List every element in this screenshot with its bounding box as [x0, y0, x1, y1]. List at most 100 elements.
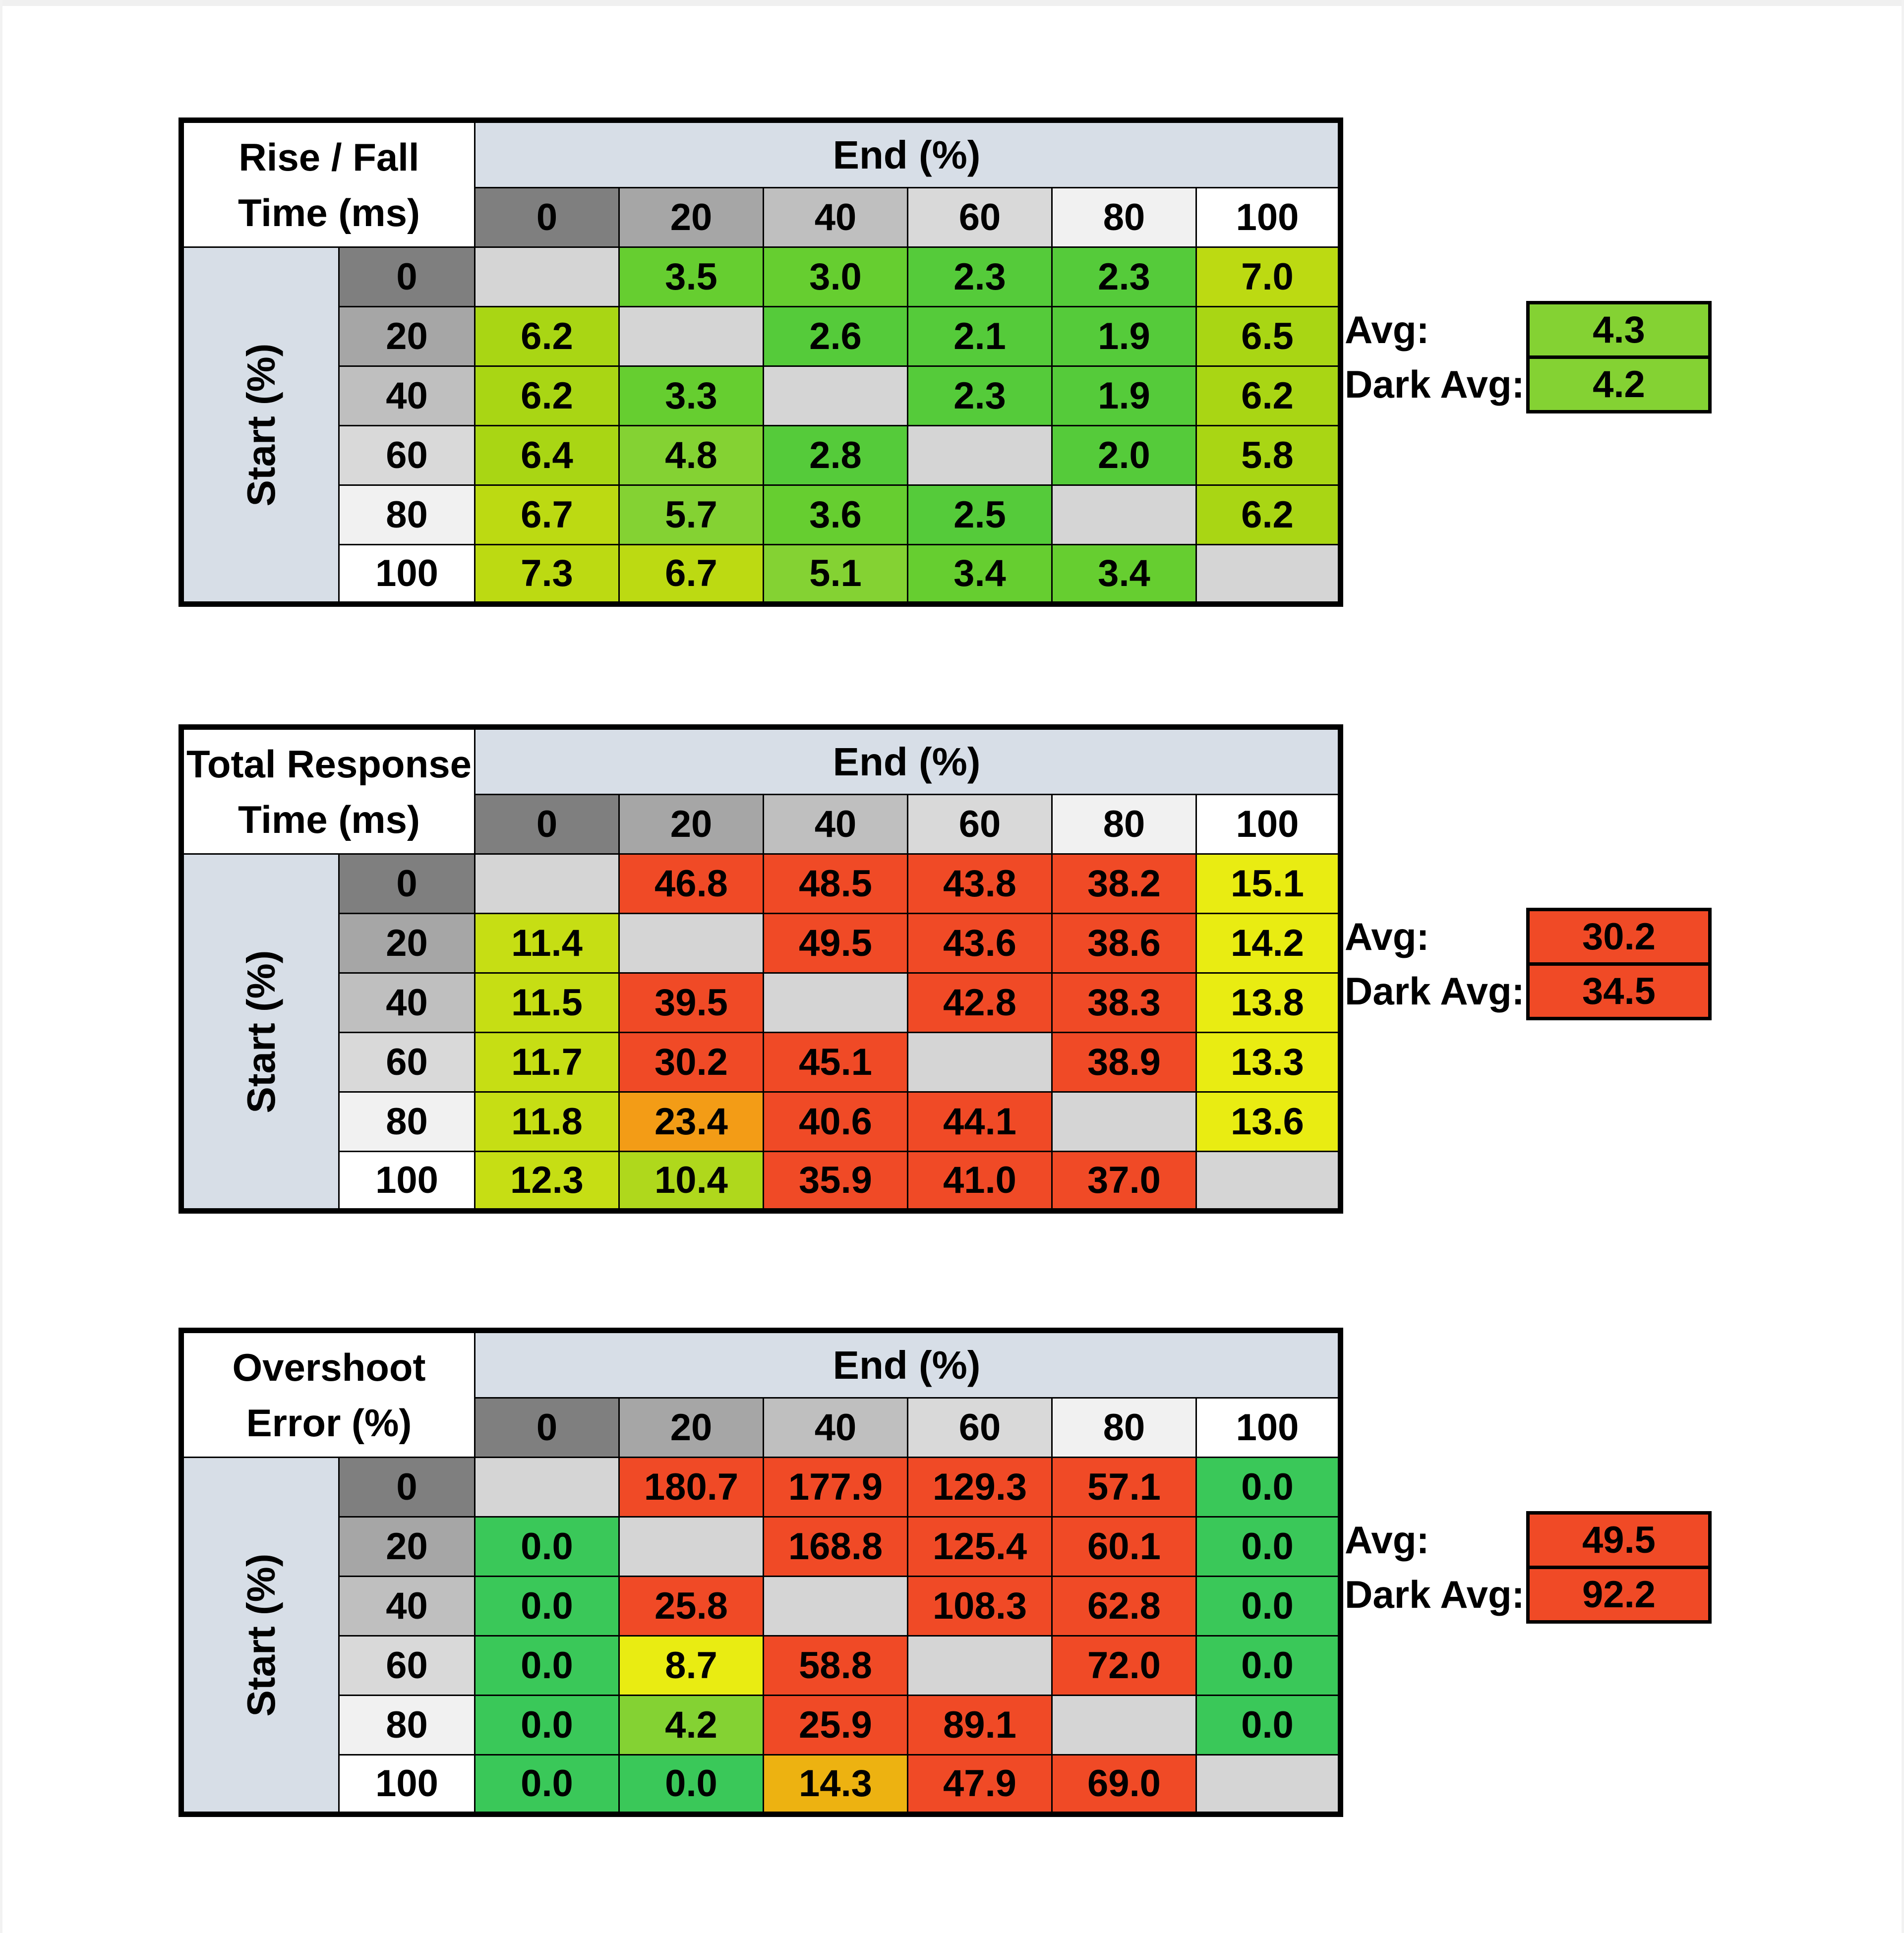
matrix-cell: 72.0 [1051, 1635, 1197, 1696]
start-axis-label-text: Start (%) [238, 343, 283, 506]
matrix-cell: 30.2 [618, 1032, 764, 1093]
end-level-header: 80 [1051, 1397, 1197, 1458]
matrix-diagonal-cell [763, 365, 908, 426]
end-level-header: 80 [1051, 187, 1197, 248]
end-level-header: 60 [907, 794, 1053, 855]
matrix-cell: 6.2 [1195, 484, 1341, 545]
matrix-title-line1: Overshoot [232, 1345, 426, 1389]
matrix-cell: 129.3 [907, 1457, 1053, 1518]
dark-avg-label: Dark Avg: [1345, 969, 1525, 1013]
matrix-cell: 7.0 [1195, 246, 1341, 307]
avg-value: 4.3 [1593, 309, 1645, 351]
matrix-cell: 10.4 [618, 1151, 764, 1212]
matrix-cell: 6.7 [474, 484, 620, 545]
start-level-header: 20 [338, 1516, 476, 1577]
matrix-cell: 2.1 [907, 306, 1053, 367]
matrix-diagonal-cell [1051, 484, 1197, 545]
matrix-cell: 1.9 [1051, 365, 1197, 426]
dark-avg-value: 92.2 [1582, 1574, 1656, 1616]
page-right-edge [1902, 0, 1904, 1933]
matrix-diagonal-cell [907, 425, 1053, 486]
end-level-header: 20 [618, 794, 764, 855]
matrix-cell: 3.4 [1051, 544, 1197, 605]
end-level-header: 80 [1051, 794, 1197, 855]
matrix-title-line1: Total Response [186, 742, 472, 786]
start-axis-label-text: Start (%) [238, 950, 283, 1113]
matrix-cell: 23.4 [618, 1091, 764, 1152]
matrix-cell: 14.3 [763, 1754, 908, 1815]
matrix-cell: 25.8 [618, 1576, 764, 1637]
matrix-diagonal-cell [907, 1032, 1053, 1093]
start-axis-label-text: Start (%) [238, 1553, 283, 1716]
matrix-diagonal-cell [1195, 1754, 1341, 1815]
matrix-diagonal-cell [474, 1457, 620, 1518]
matrix-cell: 6.2 [474, 365, 620, 426]
matrix-cell: 0.0 [474, 1576, 620, 1637]
matrix-cell: 11.5 [474, 972, 620, 1033]
matrix-cell: 38.6 [1051, 913, 1197, 974]
matrix-cell: 3.5 [618, 246, 764, 307]
matrix-cell: 49.5 [763, 913, 908, 974]
matrix-cell: 41.0 [907, 1151, 1053, 1212]
matrix-diagonal-cell [474, 853, 620, 914]
matrix-cell: 0.0 [618, 1754, 764, 1815]
matrix-cell: 42.8 [907, 972, 1053, 1033]
matrix-title: Overshoot Error (%) [180, 1330, 476, 1458]
rise-fall-matrix: Rise / Fall Time (ms) End (%) 0 20 40 60 80 100 S… [178, 117, 1343, 607]
matrix-cell: 38.3 [1051, 972, 1197, 1033]
end-level-header: 100 [1195, 1397, 1341, 1458]
start-level-header: 20 [338, 913, 476, 974]
matrix-cell: 6.7 [618, 544, 764, 605]
rise-fall-averages: Avg: 4.3 Dark Avg: 4.2 [1345, 301, 1722, 420]
overshoot-averages: Avg: 49.5 Dark Avg: 92.2 [1345, 1511, 1722, 1630]
matrix-cell: 58.8 [763, 1635, 908, 1696]
matrix-cell: 11.7 [474, 1032, 620, 1093]
matrix-cell: 108.3 [907, 1576, 1053, 1637]
matrix-cell: 3.0 [763, 246, 908, 307]
matrix-cell: 0.0 [474, 1754, 620, 1815]
start-level-header: 80 [338, 484, 476, 545]
response-matrix-table: Rise / Fall Time (ms) End (%) 0 20 40 60 80 100 S… [178, 117, 1343, 607]
matrix-cell: 6.4 [474, 425, 620, 486]
matrix-cell: 6.2 [1195, 365, 1341, 426]
start-level-header: 0 [338, 853, 476, 914]
end-level-header: 0 [474, 794, 620, 855]
matrix-diagonal-cell [1195, 1151, 1341, 1212]
matrix-cell: 3.6 [763, 484, 908, 545]
matrix-cell: 25.9 [763, 1695, 908, 1756]
end-level-header: 100 [1195, 794, 1341, 855]
end-level-header: 40 [763, 1397, 908, 1458]
matrix-cell: 11.8 [474, 1091, 620, 1152]
end-axis-header: End (%) [474, 726, 1341, 795]
dark-avg-label: Dark Avg: [1345, 1573, 1525, 1616]
overshoot-matrix: Overshoot Error (%) End (%) 0 20 40 60 80 100 Sta… [178, 1328, 1343, 1817]
start-level-header: 80 [338, 1695, 476, 1756]
start-level-header: 0 [338, 246, 476, 307]
matrix-cell: 2.3 [1051, 246, 1197, 307]
total-response-averages: Avg: 30.2 Dark Avg: 34.5 [1345, 908, 1722, 1027]
matrix-cell: 45.1 [763, 1032, 908, 1093]
matrix-cell: 1.9 [1051, 306, 1197, 367]
matrix-cell: 125.4 [907, 1516, 1053, 1577]
matrix-cell: 2.3 [907, 246, 1053, 307]
matrix-cell: 4.2 [618, 1695, 764, 1756]
matrix-cell: 180.7 [618, 1457, 764, 1518]
matrix-cell: 4.8 [618, 425, 764, 486]
matrix-cell: 0.0 [1195, 1457, 1341, 1518]
matrix-diagonal-cell [763, 972, 908, 1033]
matrix-cell: 2.6 [763, 306, 908, 367]
matrix-cell: 39.5 [618, 972, 764, 1033]
page-left-edge [0, 0, 2, 1933]
matrix-diagonal-cell [618, 1516, 764, 1577]
avg-value-box: 4.3 [1526, 301, 1712, 359]
matrix-cell: 0.0 [474, 1695, 620, 1756]
end-level-header: 60 [907, 187, 1053, 248]
matrix-cell: 43.8 [907, 853, 1053, 914]
matrix-cell: 44.1 [907, 1091, 1053, 1152]
matrix-title: Rise / Fall Time (ms) [180, 119, 476, 248]
matrix-cell: 38.9 [1051, 1032, 1197, 1093]
matrix-cell: 11.4 [474, 913, 620, 974]
matrix-title: Total Response Time (ms) [180, 726, 476, 855]
start-level-header: 0 [338, 1457, 476, 1518]
end-axis-header: End (%) [474, 1330, 1341, 1399]
